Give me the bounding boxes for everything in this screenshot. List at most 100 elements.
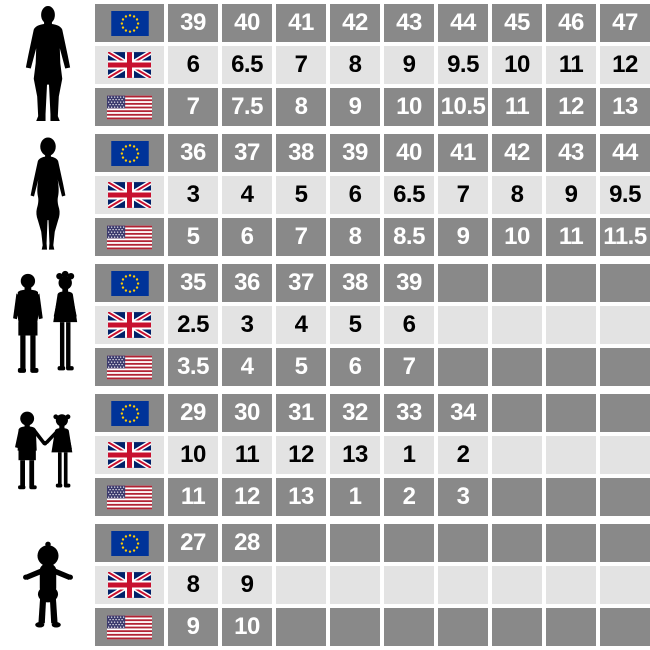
size-cell-eu-5: 41 <box>438 134 488 172</box>
size-cell-uk-6 <box>492 566 542 604</box>
size-cell-eu-4: 39 <box>384 264 434 302</box>
size-cell-eu-1: 36 <box>222 264 272 302</box>
size-rows: 36 37 38 39 40 41 42 43 44 3 4 5 6 6.5 7 8 9 9.5 5 6 7 8 8.5 9 1… <box>95 134 650 256</box>
size-cell-us-4: 8.5 <box>384 218 434 256</box>
size-cell-uk-0: 10 <box>168 436 218 474</box>
size-row-us: 5 6 7 8 8.5 9 10 11 11.5 <box>95 218 650 256</box>
size-row-eu: 29 30 31 32 33 34 <box>95 394 650 432</box>
us-flag-cell <box>95 218 164 256</box>
size-cell-uk-8: 12 <box>600 46 650 84</box>
eu-flag-icon <box>110 270 150 296</box>
uk-flag-icon <box>108 442 151 468</box>
size-group-man: 39 40 41 42 43 44 45 46 47 6 6.5 7 8 9 9.5 10 11 12 7 7.5 8 9… <box>0 4 650 126</box>
toddler-silhouette-icon <box>0 524 95 646</box>
size-cell-uk-1: 3 <box>222 306 272 344</box>
size-cell-uk-6 <box>492 306 542 344</box>
size-group-toddler: 27 28 8 9 9 10 <box>0 524 650 646</box>
size-cell-uk-8 <box>600 306 650 344</box>
eu-flag-cell <box>95 394 164 432</box>
size-cell-eu-4 <box>384 524 434 562</box>
uk-flag-cell <box>95 306 164 344</box>
us-flag-cell <box>95 88 164 126</box>
size-cell-us-1: 7.5 <box>222 88 272 126</box>
eu-flag-icon <box>110 400 150 426</box>
size-cell-us-0: 9 <box>168 608 218 646</box>
eu-flag-icon <box>110 10 150 36</box>
size-row-eu: 39 40 41 42 43 44 45 46 47 <box>95 4 650 42</box>
size-rows: 39 40 41 42 43 44 45 46 47 6 6.5 7 8 9 9.5 10 11 12 7 7.5 8 9… <box>95 4 650 126</box>
size-cell-eu-8: 44 <box>600 134 650 172</box>
size-cell-eu-2: 41 <box>276 4 326 42</box>
size-cell-us-0: 5 <box>168 218 218 256</box>
uk-flag-cell <box>95 46 164 84</box>
size-cell-uk-3: 13 <box>330 436 380 474</box>
size-cell-eu-0: 39 <box>168 4 218 42</box>
uk-flag-cell <box>95 436 164 474</box>
size-group-children: 35 36 37 38 39 2.5 3 4 5 6 3.5 4 5 6 7 <box>0 264 650 386</box>
size-cell-uk-3: 6 <box>330 176 380 214</box>
us-flag-icon <box>107 354 152 381</box>
size-row-us: 3.5 4 5 6 7 <box>95 348 650 386</box>
size-cell-uk-8 <box>600 566 650 604</box>
man-silhouette-icon <box>0 4 95 126</box>
size-cell-eu-3: 42 <box>330 4 380 42</box>
eu-flag-cell <box>95 524 164 562</box>
size-cell-eu-0: 35 <box>168 264 218 302</box>
size-cell-eu-8 <box>600 524 650 562</box>
size-cell-eu-7: 43 <box>546 134 596 172</box>
size-cell-uk-8 <box>600 436 650 474</box>
size-cell-eu-0: 29 <box>168 394 218 432</box>
size-cell-uk-4: 9 <box>384 46 434 84</box>
size-cell-eu-8 <box>600 264 650 302</box>
size-row-us: 7 7.5 8 9 10 10.5 11 12 13 <box>95 88 650 126</box>
size-cell-eu-5 <box>438 524 488 562</box>
size-cell-uk-3 <box>330 566 380 604</box>
us-flag-icon <box>107 614 152 641</box>
size-cell-us-3: 6 <box>330 348 380 386</box>
size-rows: 27 28 8 9 9 10 <box>95 524 650 646</box>
size-cell-uk-4: 1 <box>384 436 434 474</box>
size-cell-us-6 <box>492 608 542 646</box>
size-cell-us-4 <box>384 608 434 646</box>
uk-flag-cell <box>95 566 164 604</box>
size-row-eu: 27 28 <box>95 524 650 562</box>
size-row-uk: 3 4 5 6 6.5 7 8 9 9.5 <box>95 176 650 214</box>
size-cell-us-8 <box>600 478 650 516</box>
size-row-eu: 36 37 38 39 40 41 42 43 44 <box>95 134 650 172</box>
size-cell-uk-7: 9 <box>546 176 596 214</box>
size-row-us: 9 10 <box>95 608 650 646</box>
size-cell-us-1: 10 <box>222 608 272 646</box>
size-cell-us-8 <box>600 608 650 646</box>
size-cell-uk-5 <box>438 566 488 604</box>
us-flag-icon <box>107 484 152 511</box>
size-cell-eu-3: 39 <box>330 134 380 172</box>
size-cell-us-3: 8 <box>330 218 380 256</box>
size-cell-us-0: 3.5 <box>168 348 218 386</box>
size-cell-uk-0: 8 <box>168 566 218 604</box>
size-cell-us-6 <box>492 478 542 516</box>
size-cell-us-4: 7 <box>384 348 434 386</box>
woman-silhouette-icon <box>0 134 95 256</box>
size-cell-us-2: 8 <box>276 88 326 126</box>
size-cell-uk-7: 11 <box>546 46 596 84</box>
size-cell-uk-0: 6 <box>168 46 218 84</box>
size-cell-uk-1: 6.5 <box>222 46 272 84</box>
size-cell-eu-6 <box>492 524 542 562</box>
size-cell-uk-7 <box>546 436 596 474</box>
size-cell-uk-2: 5 <box>276 176 326 214</box>
size-cell-uk-1: 4 <box>222 176 272 214</box>
size-cell-eu-4: 40 <box>384 134 434 172</box>
size-cell-uk-7 <box>546 566 596 604</box>
young-children-silhouette-icon <box>0 394 95 516</box>
size-cell-eu-3: 32 <box>330 394 380 432</box>
size-cell-eu-6 <box>492 394 542 432</box>
size-cell-eu-5: 34 <box>438 394 488 432</box>
size-cell-uk-3: 8 <box>330 46 380 84</box>
eu-flag-cell <box>95 134 164 172</box>
size-cell-uk-1: 11 <box>222 436 272 474</box>
size-cell-us-5: 9 <box>438 218 488 256</box>
size-cell-us-2: 13 <box>276 478 326 516</box>
us-flag-cell <box>95 608 164 646</box>
uk-flag-cell <box>95 176 164 214</box>
